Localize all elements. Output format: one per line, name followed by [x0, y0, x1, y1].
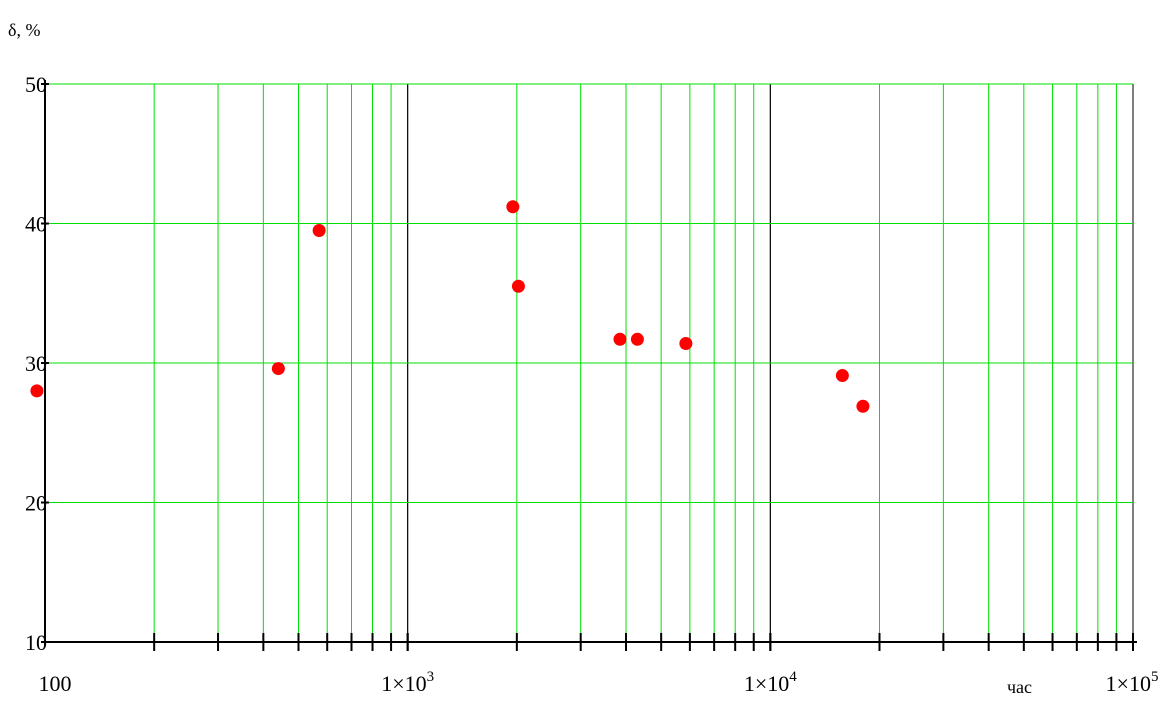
data-point [271, 362, 285, 376]
x-tick-label: 100 [39, 671, 72, 696]
data-point [856, 399, 870, 413]
x-tick-label: 1×105 [1106, 669, 1159, 696]
y-tick-label: 20 [25, 491, 47, 516]
data-points [30, 200, 870, 413]
y-tick-label: 40 [25, 212, 47, 237]
x-tick-label: 1×104 [744, 669, 797, 696]
y-axis-label: δ, % [8, 20, 40, 40]
data-point [312, 223, 326, 237]
y-tick-labels: 10 20 30 40 50 [25, 72, 47, 655]
data-point [613, 332, 627, 346]
data-point [835, 369, 849, 383]
data-point [30, 384, 44, 398]
y-tick-label: 30 [25, 351, 47, 376]
data-point [630, 332, 644, 346]
data-point [679, 336, 693, 350]
x-tick-label: 1×103 [381, 669, 434, 696]
x-axis-label: час [1007, 677, 1032, 697]
data-point [506, 200, 520, 214]
grid [45, 83, 1134, 642]
y-tick-label: 50 [25, 72, 47, 97]
data-point [511, 279, 525, 293]
axes [41, 80, 1137, 651]
x-tick-labels: 100 1×103 1×104 1×105 [39, 669, 1159, 696]
y-tick-label: 10 [25, 630, 47, 655]
